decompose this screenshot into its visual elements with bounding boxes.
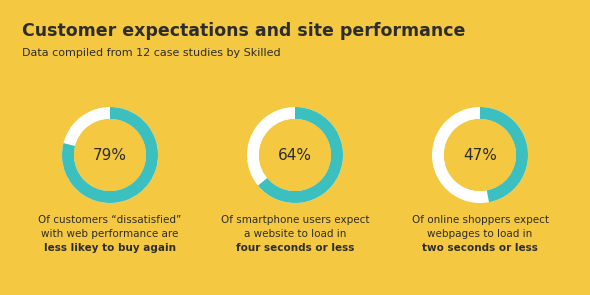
Text: 64%: 64%	[278, 148, 312, 163]
Text: 79%: 79%	[93, 148, 127, 163]
Wedge shape	[247, 107, 343, 203]
Text: less likey to buy again: less likey to buy again	[44, 243, 176, 253]
Wedge shape	[480, 107, 528, 202]
Text: four seconds or less: four seconds or less	[236, 243, 354, 253]
Text: Customer expectations and site performance: Customer expectations and site performan…	[22, 22, 466, 40]
Wedge shape	[62, 107, 158, 203]
Wedge shape	[258, 107, 343, 203]
Text: Of customers “dissatisfied”: Of customers “dissatisfied”	[38, 215, 182, 225]
Circle shape	[444, 119, 516, 191]
Circle shape	[74, 119, 146, 191]
Text: webpages to load in: webpages to load in	[427, 229, 533, 239]
Text: Data compiled from 12 case studies by Skilled: Data compiled from 12 case studies by Sk…	[22, 48, 281, 58]
Wedge shape	[62, 107, 158, 203]
Wedge shape	[432, 107, 528, 203]
Text: 47%: 47%	[463, 148, 497, 163]
Circle shape	[259, 119, 331, 191]
Text: with web performance are: with web performance are	[41, 229, 179, 239]
Text: Of online shoppers expect: Of online shoppers expect	[411, 215, 549, 225]
Text: a website to load in: a website to load in	[244, 229, 346, 239]
Text: two seconds or less: two seconds or less	[422, 243, 538, 253]
Text: Of smartphone users expect: Of smartphone users expect	[221, 215, 369, 225]
